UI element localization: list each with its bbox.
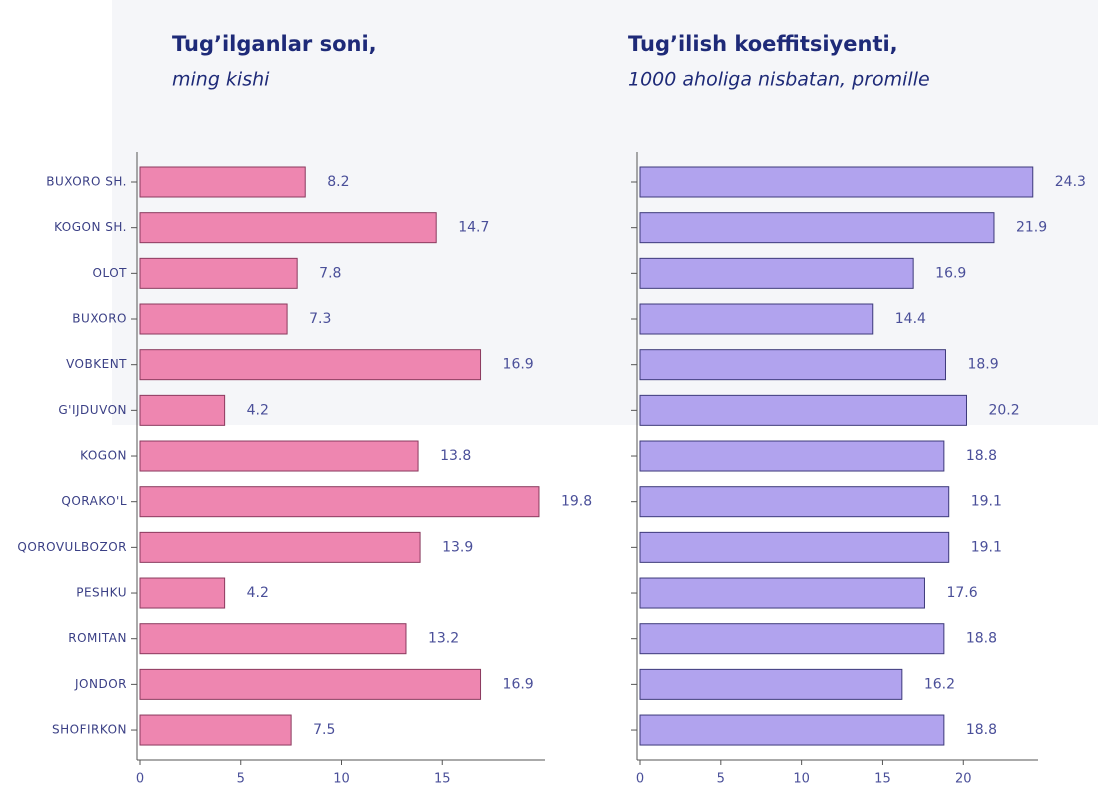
value-label: 7.3 — [309, 311, 331, 327]
category-label: KOGON — [80, 449, 127, 463]
bar — [139, 440, 419, 472]
value-label: 19.1 — [971, 539, 1002, 555]
value-label: 19.8 — [561, 494, 592, 510]
category-label: PESHKU — [76, 586, 127, 600]
value-label: 18.9 — [967, 357, 998, 373]
category-label: BUXORO SH. — [46, 175, 127, 189]
value-label: 13.8 — [440, 448, 471, 464]
value-label: 18.8 — [966, 722, 997, 738]
x-tick-label: 20 — [955, 772, 972, 787]
value-label: 19.1 — [971, 494, 1002, 510]
value-label: 16.9 — [935, 265, 966, 281]
x-tick-label: 10 — [793, 772, 810, 787]
bar — [639, 257, 914, 289]
bar — [139, 257, 298, 289]
category-label: JONDOR — [74, 677, 127, 691]
bar — [139, 212, 437, 244]
bar — [639, 531, 950, 563]
value-label: 17.6 — [946, 585, 977, 601]
x-tick-label: 10 — [333, 772, 350, 787]
value-label: 4.2 — [247, 402, 269, 418]
bar — [639, 166, 1034, 198]
value-label: 16.2 — [924, 676, 955, 692]
bar — [639, 623, 945, 655]
value-label: 4.2 — [247, 585, 269, 601]
bar — [139, 303, 288, 335]
value-label: 14.7 — [458, 220, 489, 236]
category-label: KOGON SH. — [54, 220, 127, 234]
x-tick-label: 0 — [636, 772, 644, 787]
value-label: 16.9 — [503, 676, 534, 692]
bar — [639, 349, 946, 381]
x-tick-label: 15 — [434, 772, 451, 787]
category-label: QORAKO'L — [61, 494, 127, 508]
value-label: 7.8 — [319, 265, 341, 281]
bar — [139, 394, 226, 426]
value-label: 18.8 — [966, 631, 997, 647]
bar — [139, 623, 407, 655]
value-label: 13.2 — [428, 631, 459, 647]
x-tick-label: 5 — [717, 772, 725, 787]
bar — [139, 166, 306, 198]
bar — [139, 349, 482, 381]
bar — [639, 440, 945, 472]
category-label: OLOT — [93, 266, 128, 280]
bar — [639, 714, 945, 746]
chart-subtitle: ming kishi — [172, 69, 270, 91]
category-label: QOROVULBOZOR — [17, 540, 127, 554]
value-label: 8.2 — [327, 174, 349, 190]
bar — [139, 486, 540, 518]
chart-subtitle: 1000 aholiga nisbatan, promille — [628, 69, 930, 91]
x-tick-label: 0 — [136, 772, 144, 787]
bar — [639, 577, 925, 609]
value-label: 21.9 — [1016, 220, 1047, 236]
value-label: 24.3 — [1055, 174, 1086, 190]
chart-title: Tug’ilganlar soni, — [172, 32, 377, 56]
category-label: SHOFIRKON — [52, 723, 127, 737]
x-tick-label: 15 — [874, 772, 891, 787]
bar — [639, 486, 950, 518]
value-label: 16.9 — [503, 357, 534, 373]
value-label: 18.8 — [966, 448, 997, 464]
x-tick-label: 5 — [237, 772, 245, 787]
bar — [639, 394, 967, 426]
bar — [639, 212, 995, 244]
chart-title: Tug’ilish koeffitsiyenti, — [628, 32, 898, 56]
bar — [139, 577, 226, 609]
category-label: G'IJDUVON — [58, 403, 127, 417]
bar — [639, 303, 874, 335]
value-label: 7.5 — [313, 722, 335, 738]
bar — [139, 714, 292, 746]
category-label: VOBKENT — [66, 357, 127, 371]
bar — [639, 668, 903, 700]
bar — [139, 531, 421, 563]
category-label: BUXORO — [72, 312, 127, 326]
value-label: 14.4 — [895, 311, 926, 327]
category-label: ROMITAN — [68, 631, 127, 645]
value-label: 13.9 — [442, 539, 473, 555]
value-label: 20.2 — [988, 402, 1019, 418]
bar — [139, 668, 482, 700]
